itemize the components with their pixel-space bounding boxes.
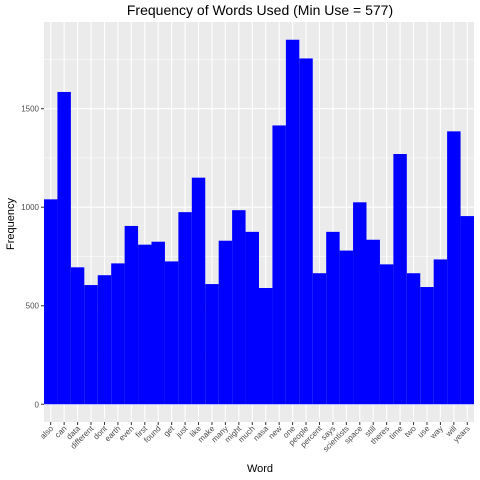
bar-use: [420, 287, 434, 405]
x-tick-label: use: [416, 424, 432, 440]
bar-still: [366, 239, 380, 405]
bar-years: [460, 216, 474, 405]
bar-way: [433, 259, 448, 405]
bar-theres: [379, 264, 394, 405]
bar-earth: [111, 263, 125, 405]
bar-might: [232, 210, 246, 405]
bar-first: [138, 244, 152, 405]
bar-like: [191, 177, 206, 405]
y-axis-ticks: 0 500 1000 1500: [21, 105, 44, 409]
x-axis-title: Word: [247, 463, 273, 475]
bar-much: [245, 231, 259, 405]
bar-nasa: [259, 288, 273, 405]
bar-make: [205, 284, 219, 405]
y-tick-label: 500: [26, 302, 40, 311]
chart-title: Frequency of Words Used (Min Use = 577): [127, 2, 393, 18]
bar-can: [57, 91, 71, 405]
bars: [44, 39, 474, 405]
bar-people: [299, 58, 313, 405]
bar-says: [326, 231, 340, 405]
bar-will: [447, 131, 461, 405]
bar-scientists: [339, 250, 354, 405]
bar-different: [84, 285, 98, 405]
bar-also: [44, 199, 58, 405]
bar-data: [70, 267, 85, 405]
bar-time: [393, 154, 407, 405]
bar-two: [406, 273, 421, 405]
bar-get: [164, 261, 179, 405]
bar-just: [178, 212, 192, 405]
x-tick-label: get: [162, 424, 177, 439]
x-tick-label: two: [403, 424, 419, 440]
bar-new: [272, 125, 286, 405]
x-axis-ticks: alsocandatadifferentdontearthevenfirstfo…: [38, 422, 472, 454]
y-tick-label: 1500: [21, 105, 39, 114]
x-tick-label: way: [428, 424, 445, 441]
bar-even: [124, 225, 139, 405]
bar-one: [285, 39, 300, 405]
bar-space: [353, 202, 367, 405]
bar-many: [218, 240, 233, 405]
bar-percent: [312, 273, 327, 405]
y-tick-label: 0: [35, 400, 40, 409]
bar-dont: [97, 275, 112, 405]
bar-found: [151, 241, 165, 405]
y-axis-title: Frequency: [5, 198, 17, 250]
y-tick-label: 1000: [21, 203, 39, 212]
